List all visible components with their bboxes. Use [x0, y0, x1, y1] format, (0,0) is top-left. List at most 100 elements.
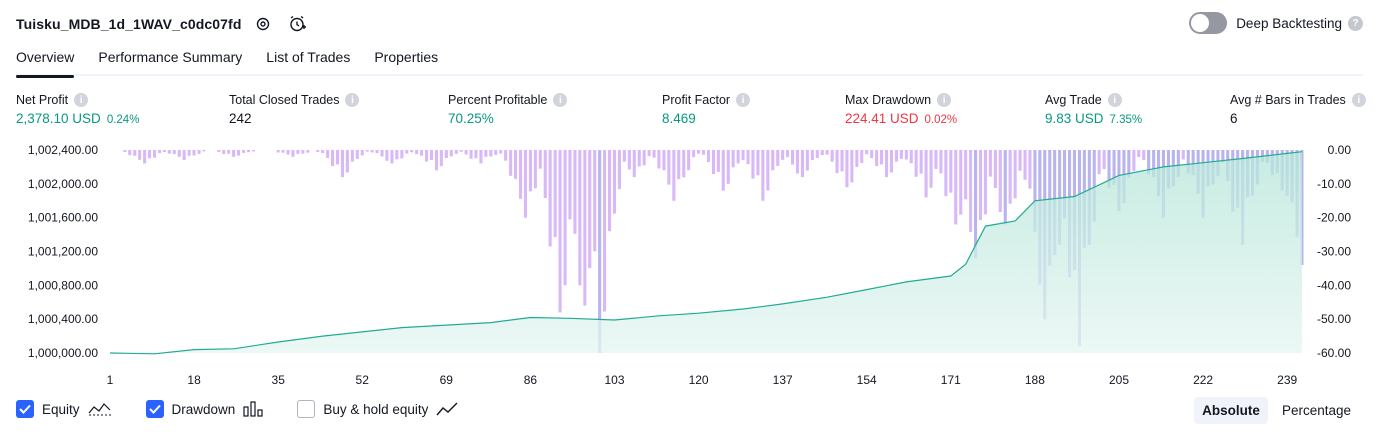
legend-drawdown[interactable]: Drawdown — [145, 400, 264, 418]
right-axis-tick: 0.00 — [1328, 143, 1352, 157]
drawdown-bar — [687, 150, 691, 171]
percentage-button[interactable]: Percentage — [1281, 403, 1351, 418]
info-icon[interactable]: i — [74, 93, 89, 107]
drawdown-bar — [143, 150, 147, 164]
x-axis-tick: 239 — [1277, 373, 1297, 387]
drawdown-bar — [405, 150, 409, 154]
drawdown-bar — [578, 150, 582, 286]
drawdown-bar — [1147, 150, 1151, 175]
left-axis-tick: 1,000,000.00 — [28, 346, 98, 360]
info-icon[interactable]: i — [736, 93, 751, 107]
drawdown-bar — [894, 150, 898, 162]
equity-area — [110, 151, 1302, 354]
drawdown-bar — [429, 150, 433, 161]
x-axis-tick: 103 — [604, 373, 624, 387]
help-icon[interactable]: ? — [1348, 15, 1363, 31]
drawdown-bar — [934, 150, 938, 169]
drawdown-bar — [1018, 150, 1022, 171]
left-axis-tick: 1,001,200.00 — [28, 245, 98, 259]
stat-percent: 0.24% — [106, 114, 140, 126]
buy-hold-checkbox[interactable] — [297, 400, 316, 418]
left-axis-tick: 1,001,600.00 — [28, 211, 98, 225]
drawdown-bar — [751, 150, 755, 179]
stat-total-closed-trades: Total Closed Trades i 242 — [229, 93, 360, 126]
drawdown-bar — [964, 150, 968, 200]
stat-avg-trade: Avg Trade i 9.83 USD 7.35% — [1045, 93, 1142, 126]
drawdown-bar — [489, 150, 493, 157]
drawdown-bar — [850, 150, 854, 183]
drawdown-bar — [825, 150, 829, 155]
drawdown-bar — [321, 150, 325, 154]
drawdown-bar — [1127, 150, 1131, 178]
drawdown-bar — [662, 150, 666, 171]
equity-line — [109, 151, 1303, 355]
drawdown-bar — [716, 150, 720, 172]
drawdown-bar — [385, 150, 389, 161]
drawdown-bar — [1112, 150, 1116, 185]
equity-drawdown-chart[interactable]: 1,002,400.00 1,002,000.00 1,001,600.00 1,00… — [0, 138, 1379, 394]
drawdown-bar — [815, 150, 819, 158]
legend-equity[interactable]: Equity — [16, 400, 112, 418]
drawdown-bar — [514, 150, 518, 179]
drawdown-bar — [172, 150, 176, 155]
drawdown-bar — [588, 150, 592, 269]
drawdown-bar — [434, 150, 438, 171]
drawdown-bar — [1097, 150, 1101, 175]
stat-max-drawdown: Max Drawdown i 224.41 USD 0.02% — [845, 93, 957, 126]
settings-icon[interactable] — [253, 14, 273, 34]
stat-label: Net Profit — [16, 93, 69, 107]
drawdown-bar — [974, 150, 978, 259]
toggle-knob — [1191, 14, 1210, 32]
stat-label: Avg # Bars in Trades — [1230, 93, 1346, 107]
right-axis-tick: -30.00 — [1317, 245, 1351, 259]
tab-performance-summary[interactable]: Performance Summary — [98, 49, 243, 65]
stat-value: 8.469 — [662, 111, 696, 126]
x-axis-tick: 137 — [773, 373, 793, 387]
info-icon[interactable]: i — [345, 93, 360, 107]
drawdown-bar — [711, 150, 715, 175]
tab-overview[interactable]: Overview — [16, 44, 75, 78]
drawdown-bar — [558, 150, 562, 313]
info-icon[interactable]: i — [937, 93, 952, 107]
drawdown-bar — [919, 150, 923, 174]
left-axis-tick: 1,002,400.00 — [28, 143, 98, 157]
drawdown-bar — [726, 150, 730, 184]
drawdown-bar — [959, 150, 963, 215]
absolute-button[interactable]: Absolute — [1194, 397, 1268, 424]
drawdown-bar — [528, 150, 532, 192]
drawdown-bar — [627, 150, 631, 170]
deep-backtesting-toggle[interactable] — [1189, 12, 1228, 34]
drawdown-bar — [677, 150, 681, 180]
x-axis-tick: 171 — [941, 373, 961, 387]
drawdown-bar — [157, 150, 161, 154]
equity-checkbox[interactable] — [16, 400, 34, 418]
right-axis-tick: -20.00 — [1317, 211, 1351, 225]
drawdown-bar — [553, 150, 557, 237]
tab-list-of-trades[interactable]: List of Trades — [266, 49, 351, 65]
drawdown-bar — [746, 150, 750, 165]
drawdown-bar — [647, 150, 651, 157]
drawdown-bar — [425, 150, 429, 162]
drawdown-bar — [400, 150, 404, 159]
add-alert-icon[interactable] — [287, 14, 307, 34]
drawdown-bar — [133, 150, 137, 156]
drawdown-bar — [390, 150, 394, 164]
drawdown-checkbox[interactable] — [145, 400, 164, 418]
drawdown-bar — [128, 150, 132, 156]
info-icon[interactable]: i — [1107, 93, 1122, 107]
stat-percent: 0.02% — [924, 114, 958, 126]
info-icon[interactable]: i — [553, 93, 568, 107]
stat-value: 6 — [1230, 111, 1238, 126]
legend-buy-hold[interactable]: Buy & hold equity — [297, 400, 458, 418]
drawdown-bar — [148, 150, 152, 159]
tab-properties[interactable]: Properties — [374, 49, 439, 65]
drawdown-bar — [1142, 150, 1146, 161]
drawdown-bar — [439, 150, 443, 167]
stat-net-profit: Net Profit i 2,378.10 USD 0.24% — [16, 93, 139, 126]
info-icon[interactable]: i — [1351, 93, 1366, 107]
drawdown-bar — [301, 150, 305, 154]
stat-label: Total Closed Trades — [229, 93, 340, 107]
stat-percent: 7.35% — [1109, 114, 1143, 126]
drawdown-bar — [167, 150, 171, 154]
drawdown-bar — [350, 150, 354, 162]
